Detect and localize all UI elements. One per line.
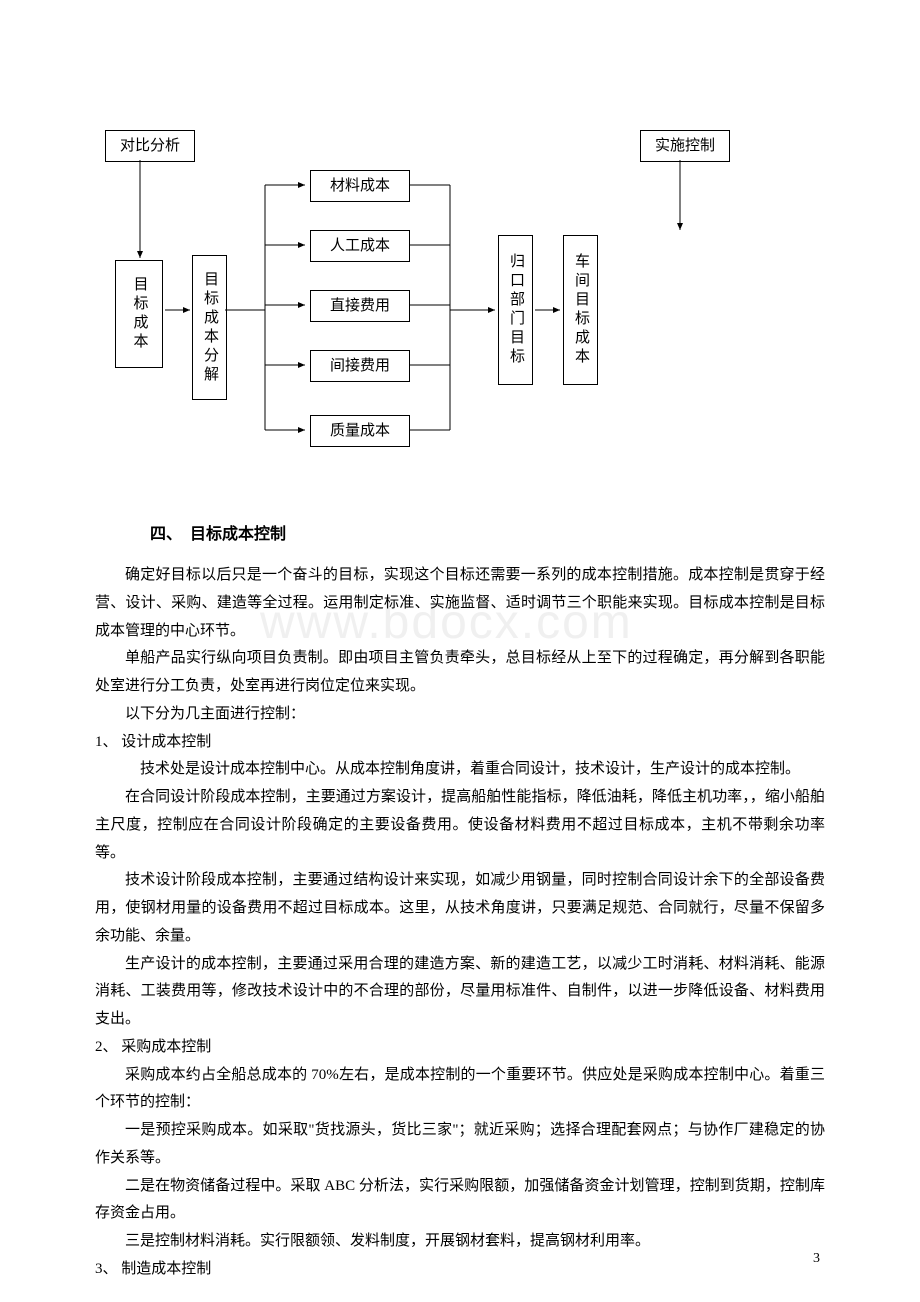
paragraph: 在合同设计阶段成本控制，主要通过方案设计，提高船舶性能指标，降低油耗，降低主机功…	[95, 784, 825, 867]
paragraph: 确定好目标以后只是一个奋斗的目标，实现这个目标还需要一系列的成本控制措施。成本控…	[95, 562, 825, 645]
list-heading: 2、 采购成本控制	[95, 1034, 825, 1062]
box-direct-cost: 直接费用	[310, 290, 410, 322]
flowchart-diagram: 对比分析 实施控制 目标成本 目标成本分解 材料成本 人工成本 直接费用 间接费…	[100, 130, 800, 460]
section-title: 四、 目标成本控制	[150, 520, 825, 544]
paragraph: 技术设计阶段成本控制，主要通过结构设计来实现，如减少用钢量，同时控制合同设计余下…	[95, 867, 825, 950]
box-compare-analysis: 对比分析	[105, 130, 195, 162]
box-target-cost-decompose: 目标成本分解	[192, 255, 227, 400]
paragraph: 采购成本约占全船总成本的 70%左右，是成本控制的一个重要环节。供应处是采购成本…	[95, 1062, 825, 1118]
list-heading: 3、 制造成本控制	[95, 1256, 825, 1284]
list-heading: 1、 设计成本控制	[95, 729, 825, 757]
paragraph: 一是预控采购成本。如采取"货找源头，货比三家"；就近采购；选择合理配套网点；与协…	[95, 1117, 825, 1173]
box-material-cost: 材料成本	[310, 170, 410, 202]
box-indirect-cost: 间接费用	[310, 350, 410, 382]
box-quality-cost: 质量成本	[310, 415, 410, 447]
box-department-target: 归口部门目标	[498, 235, 533, 385]
paragraph: 三是控制材料消耗。实行限额领、发料制度，开展钢材套料，提高钢材利用率。	[95, 1228, 825, 1256]
paragraph: 二是在物资储备过程中。采取 ABC 分析法，实行采购限额，加强储备资金计划管理，…	[95, 1173, 825, 1229]
box-labor-cost: 人工成本	[310, 230, 410, 262]
paragraph: 生产设计的成本控制，主要通过采用合理的建造方案、新的建造工艺，以减少工时消耗、材…	[95, 951, 825, 1034]
paragraph: 单船产品实行纵向项目负责制。即由项目主管负责牵头，总目标经从上至下的过程确定，再…	[95, 645, 825, 701]
paragraph: 以下分为几主面进行控制：	[95, 701, 825, 729]
box-workshop-target: 车间目标成本	[563, 235, 598, 385]
paragraph: 技术处是设计成本控制中心。从成本控制角度讲，着重合同设计，技术设计，生产设计的成…	[95, 756, 825, 784]
box-target-cost: 目标成本	[115, 260, 163, 368]
box-implement-control: 实施控制	[640, 130, 730, 162]
document-content: 四、 目标成本控制 确定好目标以后只是一个奋斗的目标，实现这个目标还需要一系列的…	[95, 500, 825, 1284]
